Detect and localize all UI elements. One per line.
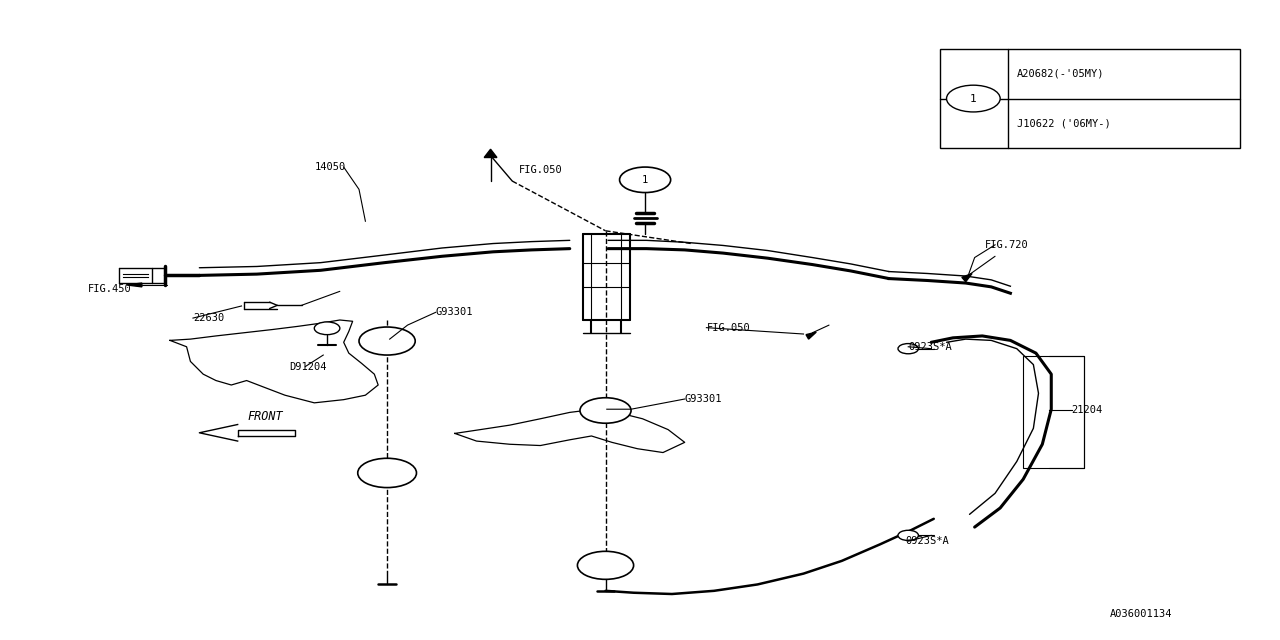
Text: FIG.050: FIG.050 <box>707 323 750 333</box>
Text: 0923S*A: 0923S*A <box>909 342 952 352</box>
Text: FRONT: FRONT <box>248 410 284 423</box>
Text: 22630: 22630 <box>193 313 224 323</box>
Circle shape <box>357 458 416 488</box>
Text: J10622 ('06MY-): J10622 ('06MY-) <box>1016 118 1111 128</box>
Circle shape <box>358 327 415 355</box>
Bar <box>1023 356 1084 468</box>
Circle shape <box>620 167 671 193</box>
Text: 0923S*A: 0923S*A <box>906 536 950 546</box>
Text: 14050: 14050 <box>315 162 346 172</box>
Circle shape <box>315 322 340 335</box>
Text: FIG.450: FIG.450 <box>88 284 132 294</box>
Circle shape <box>899 344 919 354</box>
Text: A20682(-'05MY): A20682(-'05MY) <box>1016 69 1105 79</box>
Text: 1: 1 <box>643 175 648 185</box>
Circle shape <box>580 397 631 423</box>
Polygon shape <box>961 273 972 282</box>
Polygon shape <box>806 332 817 339</box>
Circle shape <box>946 85 1000 112</box>
Circle shape <box>577 551 634 579</box>
Text: A036001134: A036001134 <box>1110 609 1172 620</box>
Text: D91204: D91204 <box>289 362 326 371</box>
Bar <box>940 49 1240 148</box>
Text: FIG.050: FIG.050 <box>518 165 562 175</box>
Text: 21204: 21204 <box>1071 406 1103 415</box>
Text: FIG.720: FIG.720 <box>984 240 1029 250</box>
Polygon shape <box>127 283 142 287</box>
Circle shape <box>899 531 919 540</box>
Text: G93301: G93301 <box>685 394 722 404</box>
Polygon shape <box>484 149 497 157</box>
Text: G93301: G93301 <box>435 307 474 317</box>
Text: 1: 1 <box>970 93 977 104</box>
